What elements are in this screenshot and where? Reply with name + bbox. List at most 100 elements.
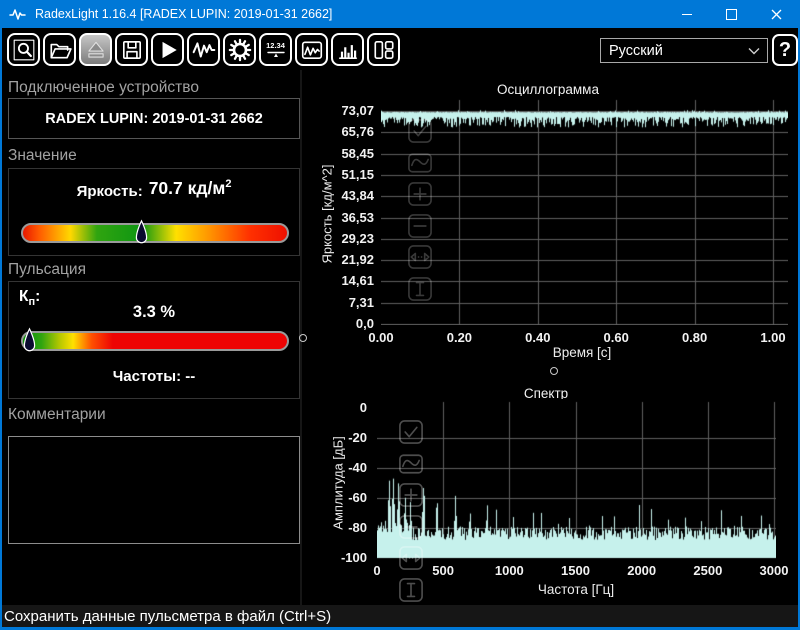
device-section-header: Подключенное устройство bbox=[8, 79, 199, 96]
magnifier-icon bbox=[13, 39, 34, 60]
axis-tick-label: 1500 bbox=[561, 563, 590, 578]
language-value: Русский bbox=[609, 42, 663, 59]
chart-cursor-icon[interactable] bbox=[406, 275, 434, 303]
spectrum-chart[interactable] bbox=[377, 399, 776, 560]
chart-zoom-out-icon[interactable] bbox=[397, 513, 425, 541]
layout-view-button[interactable] bbox=[367, 33, 400, 66]
eject-icon bbox=[87, 41, 104, 58]
pulsation-marker bbox=[23, 327, 35, 352]
axis-tick-label: 2000 bbox=[627, 563, 657, 578]
axis-tick-label: 0.80 bbox=[681, 330, 708, 345]
chart-autoscale-icon[interactable] bbox=[397, 450, 425, 478]
window-border-left bbox=[0, 0, 2, 630]
axis-tick-label: 29,23 bbox=[341, 230, 374, 246]
save-icon bbox=[122, 40, 141, 59]
axis-tick-label: 0.40 bbox=[525, 330, 551, 345]
close-icon bbox=[771, 9, 782, 19]
kp-value: 3.3 % bbox=[132, 303, 176, 321]
axis-tick-label: 65,76 bbox=[341, 124, 374, 140]
axis-tick-label: 73,07 bbox=[341, 103, 374, 118]
device-name-box: RADEX LUPIN: 2019-01-31 2662 bbox=[8, 98, 300, 139]
pulsation-section-header: Пульсация bbox=[8, 261, 86, 278]
axis-tick-label: -100 bbox=[340, 550, 367, 565]
axis-tick-label: 0 bbox=[359, 400, 367, 415]
play-icon bbox=[162, 41, 177, 58]
axis-tick-label: -80 bbox=[348, 520, 367, 535]
axis-tick-label: 36,53 bbox=[341, 209, 374, 225]
help-button[interactable]: ? bbox=[772, 34, 798, 66]
axis-tick-label: -20 bbox=[348, 430, 367, 445]
eject-button[interactable] bbox=[79, 33, 112, 66]
magnifier-button[interactable] bbox=[7, 33, 40, 66]
axis-tick-label: 58,45 bbox=[341, 145, 374, 161]
luminance-value: 70.7 bbox=[148, 178, 183, 198]
window-border-right bbox=[798, 0, 800, 630]
axis-tick-label: 0 bbox=[373, 563, 381, 578]
chart-select-icon[interactable] bbox=[397, 418, 425, 446]
bar-chart-icon bbox=[338, 44, 357, 59]
title-bar[interactable]: RadexLight 1.16.4 [RADEX LUPIN: 2019-01-… bbox=[0, 0, 800, 28]
comments-section-header: Комментарии bbox=[8, 406, 106, 423]
luminance-label: Яркость: bbox=[76, 183, 143, 200]
axis-tick-label: 1.00 bbox=[760, 330, 786, 345]
window-border-bottom bbox=[0, 627, 800, 630]
horizontal-splitter-grip[interactable] bbox=[550, 367, 558, 375]
device-name: RADEX LUPIN: 2019-01-31 2662 bbox=[45, 110, 263, 127]
numeric-display-button[interactable]: 12.34 bbox=[259, 33, 292, 66]
spectrum-y-axis-label: Амплитуда [дБ] bbox=[330, 436, 346, 530]
chart-zoom-in-icon[interactable] bbox=[397, 481, 425, 509]
value-section-header: Значение bbox=[8, 147, 77, 164]
chart-zoom-out-icon[interactable] bbox=[406, 212, 434, 240]
kp-label: Кп: bbox=[19, 288, 41, 309]
axis-tick-label: 500 bbox=[432, 563, 455, 578]
spectrum-title: Спектр bbox=[523, 386, 569, 401]
pulsation-gradient-bar bbox=[21, 331, 289, 351]
pulsation-panel: Кп: 3.3 % Частоты: -- bbox=[8, 281, 300, 399]
frequencies-row: Частоты: -- bbox=[112, 368, 196, 385]
open-file-button[interactable] bbox=[43, 33, 76, 66]
close-button[interactable] bbox=[754, 0, 799, 28]
save-button[interactable] bbox=[115, 33, 148, 66]
axis-tick-label: 2500 bbox=[693, 563, 723, 578]
axis-tick-label: 1000 bbox=[494, 563, 524, 578]
axis-tick-label: 3000 bbox=[759, 563, 789, 578]
oscillogram-icon bbox=[301, 41, 322, 59]
chart-select-icon[interactable] bbox=[406, 117, 434, 145]
comments-input[interactable] bbox=[8, 436, 300, 544]
chart-pan-icon[interactable] bbox=[397, 544, 425, 572]
gear-icon bbox=[228, 38, 251, 61]
open-folder-icon bbox=[49, 43, 72, 58]
axis-tick-label: 14,61 bbox=[341, 273, 374, 289]
frequencies-value: -- bbox=[185, 368, 196, 385]
minimize-button[interactable] bbox=[664, 0, 709, 28]
language-select[interactable]: Русский bbox=[600, 38, 768, 63]
spectrum-view-button[interactable] bbox=[331, 33, 364, 66]
value-panel: Яркость: 70.7 кд/м2 bbox=[8, 168, 300, 256]
chart-zoom-in-icon[interactable] bbox=[406, 180, 434, 208]
axis-tick-label: 0.20 bbox=[446, 330, 473, 345]
oscillogram-title: Осциллограмма bbox=[497, 82, 599, 97]
pulsation-wave-button[interactable] bbox=[187, 33, 220, 66]
axis-tick-label: 21,92 bbox=[341, 252, 374, 268]
layout-icon bbox=[373, 40, 394, 59]
chevron-down-icon bbox=[748, 47, 760, 54]
spectrum-x-axis-label: Частота [Гц] bbox=[537, 582, 615, 597]
luminance-unit-exp: 2 bbox=[225, 178, 232, 191]
start-button[interactable] bbox=[151, 33, 184, 66]
chart-cursor-icon[interactable] bbox=[397, 576, 425, 604]
maximize-button[interactable] bbox=[709, 0, 754, 28]
oscillogram-chart[interactable] bbox=[381, 96, 788, 325]
vertical-splitter-grip[interactable] bbox=[299, 334, 307, 342]
axis-tick-label: 0.00 bbox=[368, 330, 394, 345]
maximize-icon bbox=[726, 8, 737, 20]
window-title: RadexLight 1.16.4 [RADEX LUPIN: 2019-01-… bbox=[35, 7, 333, 21]
help-icon: ? bbox=[778, 38, 792, 61]
settings-button[interactable] bbox=[223, 33, 256, 66]
oscillogram-view-button[interactable] bbox=[295, 33, 328, 66]
chart-pan-icon[interactable] bbox=[406, 243, 434, 271]
axis-tick-label: -40 bbox=[348, 460, 367, 475]
chart-autoscale-icon[interactable] bbox=[406, 149, 434, 177]
luminance-gradient-bar bbox=[21, 223, 289, 243]
oscillogram-y-axis-label: Яркость [кд/м^2] bbox=[319, 164, 335, 264]
